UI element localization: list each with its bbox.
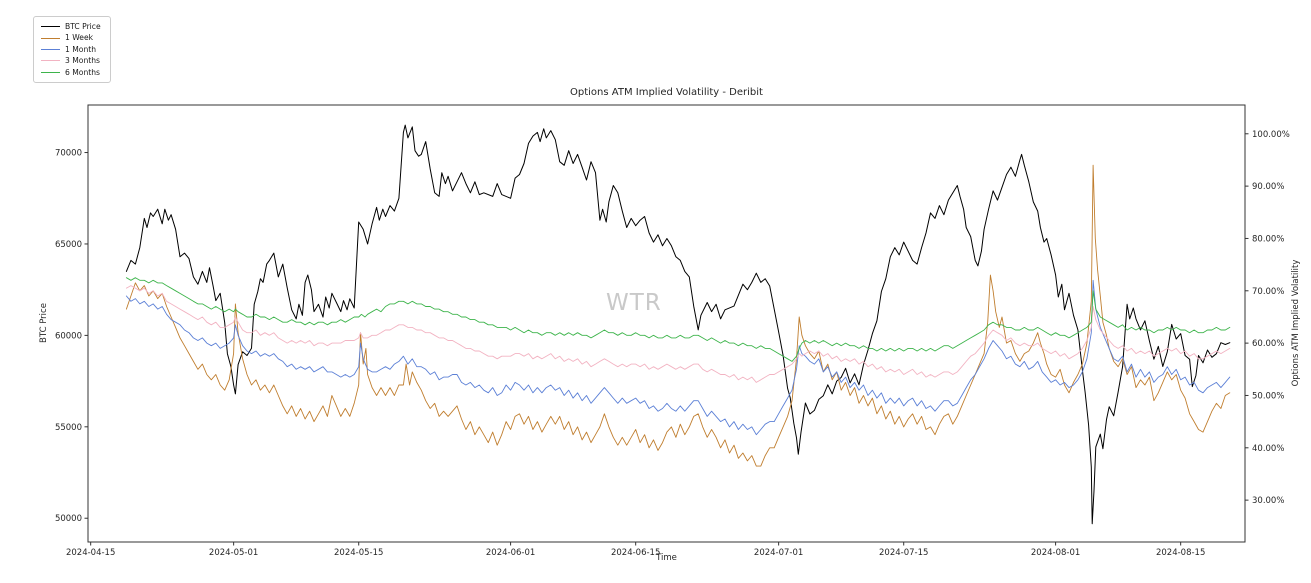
x-tick-label: 2024-06-15	[611, 548, 660, 558]
legend-item-3-months: 3 Months	[41, 55, 101, 66]
legend-label: 1 Month	[65, 44, 97, 54]
x-tick-label: 2024-04-15	[66, 548, 115, 558]
y-right-tick-label: 80.00%	[1252, 234, 1284, 244]
series-line-3-months	[125, 285, 1231, 383]
series-line-1-week	[125, 164, 1231, 467]
legend-item-1-month: 1 Month	[41, 44, 101, 55]
x-tick-label: 2024-08-01	[1031, 548, 1080, 558]
series-line-1-month	[125, 279, 1231, 436]
x-axis-label: Time	[656, 553, 677, 563]
series-line-6-months	[125, 277, 1231, 362]
legend-line-swatch	[41, 60, 60, 62]
watermark: WTR	[606, 290, 662, 316]
y-left-tick-label: 55000	[55, 423, 82, 433]
plot-border	[87, 104, 1246, 543]
y-right-tick-label: 100.00%	[1252, 130, 1290, 140]
legend-line-swatch	[41, 37, 60, 39]
y-left-tick-label: 70000	[55, 149, 82, 159]
y-left-tick-label: 50000	[55, 514, 82, 524]
legend-line-swatch	[41, 49, 60, 51]
legend-line-swatch	[41, 26, 60, 28]
x-tick-label: 2024-07-01	[754, 548, 803, 558]
y-right-tick-label: 50.00%	[1252, 391, 1284, 401]
legend-label: 1 Week	[65, 33, 94, 43]
legend-item-6-months: 6 Months	[41, 67, 101, 78]
legend-line-swatch	[41, 71, 60, 73]
y-left-tick-label: 65000	[55, 240, 82, 250]
y-left-tick-label: 60000	[55, 331, 82, 341]
legend-label: 3 Months	[65, 56, 101, 66]
legend-item-1-week: 1 Week	[41, 32, 101, 43]
y-right-tick-label: 60.00%	[1252, 339, 1284, 349]
x-tick-label: 2024-05-01	[209, 548, 258, 558]
y-axis-left-label: BTC Price	[39, 303, 49, 343]
y-right-tick-label: 70.00%	[1252, 287, 1284, 297]
y-right-tick-label: 30.00%	[1252, 496, 1284, 506]
y-right-tick-label: 90.00%	[1252, 182, 1284, 192]
legend: BTC Price 1 Week 1 Month 3 Months 6 Months	[33, 16, 111, 84]
y-axis-right-label: Options ATM Implied Volatility	[1291, 259, 1301, 387]
x-tick-label: 2024-07-15	[879, 548, 928, 558]
legend-item-btc-price: BTC Price	[41, 21, 101, 32]
series-line-btc-price	[125, 124, 1231, 525]
x-tick-label: 2024-05-15	[334, 548, 383, 558]
x-tick-label: 2024-06-01	[486, 548, 535, 558]
chart-title: Options ATM Implied Volatility - Deribit	[570, 87, 763, 98]
x-tick-label: 2024-08-15	[1156, 548, 1205, 558]
legend-label: 6 Months	[65, 67, 101, 77]
legend-label: BTC Price	[65, 22, 101, 31]
y-right-tick-label: 40.00%	[1252, 444, 1284, 454]
